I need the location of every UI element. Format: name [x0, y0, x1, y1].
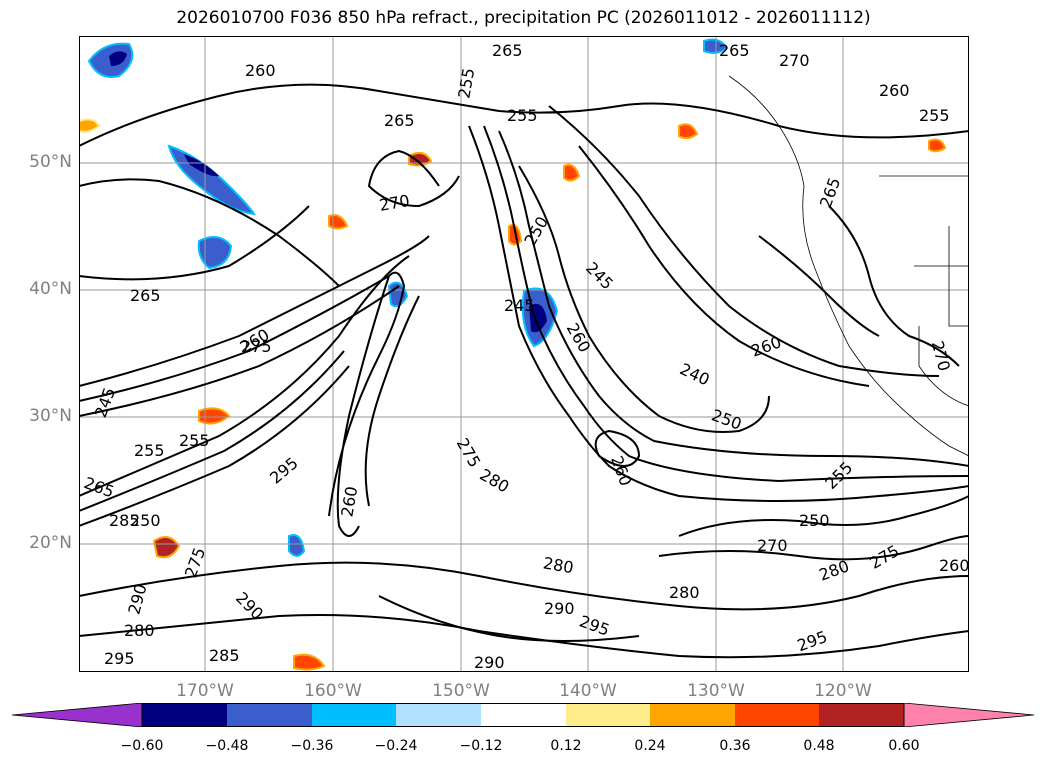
lon-label: 120°W [814, 681, 872, 701]
colorbar-segment [312, 703, 396, 727]
colorbar [11, 702, 1035, 728]
contour-label: 265 [719, 41, 750, 60]
contour-label: 285 [209, 646, 240, 665]
colorbar-segment [819, 703, 904, 727]
lat-label: 30°N [29, 406, 72, 426]
contour-label: 270 [779, 51, 810, 70]
colorbar-segment [650, 703, 735, 727]
colorbar-tick: 0.24 [634, 738, 666, 754]
contour-label: 285 [109, 511, 140, 530]
contour-label: 290 [544, 599, 575, 618]
lat-label: 50°N [29, 152, 72, 172]
contour-label: 260 [879, 81, 910, 100]
contour-label: 270 [757, 536, 788, 555]
colorbar-segment [566, 703, 650, 727]
colorbar-segment [903, 702, 1035, 728]
contour-label: 245 [504, 296, 535, 315]
colorbar-tick: −0.12 [459, 738, 503, 754]
colorbar-tick: −0.36 [290, 738, 334, 754]
colorbar-tick: −0.48 [205, 738, 249, 754]
lon-label: 130°W [687, 681, 745, 701]
colorbar-segment [11, 702, 143, 728]
map-panel: 260 265 255 265 255 270 265 260 270 265 … [79, 36, 969, 672]
colorbar-segment [735, 703, 819, 727]
contour-label: 280 [669, 583, 700, 602]
contour-label: 280 [124, 621, 155, 640]
lon-label: 150°W [432, 681, 490, 701]
map-title: 2026010700 F036 850 hPa refract., precip… [176, 8, 871, 28]
contour-label: 265 [130, 286, 161, 305]
contour-label: 290 [474, 653, 505, 672]
colorbar-tick: 0.12 [550, 738, 582, 754]
colorbar-tick: 0.48 [803, 738, 835, 754]
map-frame [79, 36, 969, 672]
refractivity-map: 260 265 255 265 255 270 265 260 270 265 … [79, 36, 969, 672]
graticule [79, 36, 969, 672]
colorbar-tick: −0.24 [374, 738, 418, 754]
colorbar-tick: 0.36 [719, 738, 751, 754]
colorbar-segment [481, 703, 566, 727]
colorbar-segment [396, 703, 481, 727]
contour-label: 255 [507, 106, 538, 125]
refractivity-contours [79, 83, 969, 659]
contour-label: 250 [130, 511, 161, 530]
contour-label: 255 [919, 106, 950, 125]
colorbar-segment [227, 703, 312, 727]
lon-label: 140°W [559, 681, 617, 701]
contour-label: 265 [492, 41, 523, 60]
contour-label: 260 [939, 556, 969, 575]
lat-label: 40°N [29, 279, 72, 299]
colorbar-segment [142, 703, 227, 727]
contour-label: 295 [104, 649, 135, 668]
contour-label: 250 [799, 511, 830, 530]
contour-label: 255 [179, 431, 210, 450]
colorbar-tick: −0.60 [120, 738, 164, 754]
contour-label: 275 [241, 337, 272, 356]
contour-label: 255 [134, 441, 165, 460]
lat-label: 20°N [29, 533, 72, 553]
colorbar-graphic [11, 702, 1035, 728]
lon-label: 160°W [304, 681, 362, 701]
contour-label: 265 [384, 111, 415, 130]
colorbar-tick: 0.60 [888, 738, 920, 754]
lon-label: 170°W [176, 681, 234, 701]
contour-label: 260 [245, 61, 276, 80]
